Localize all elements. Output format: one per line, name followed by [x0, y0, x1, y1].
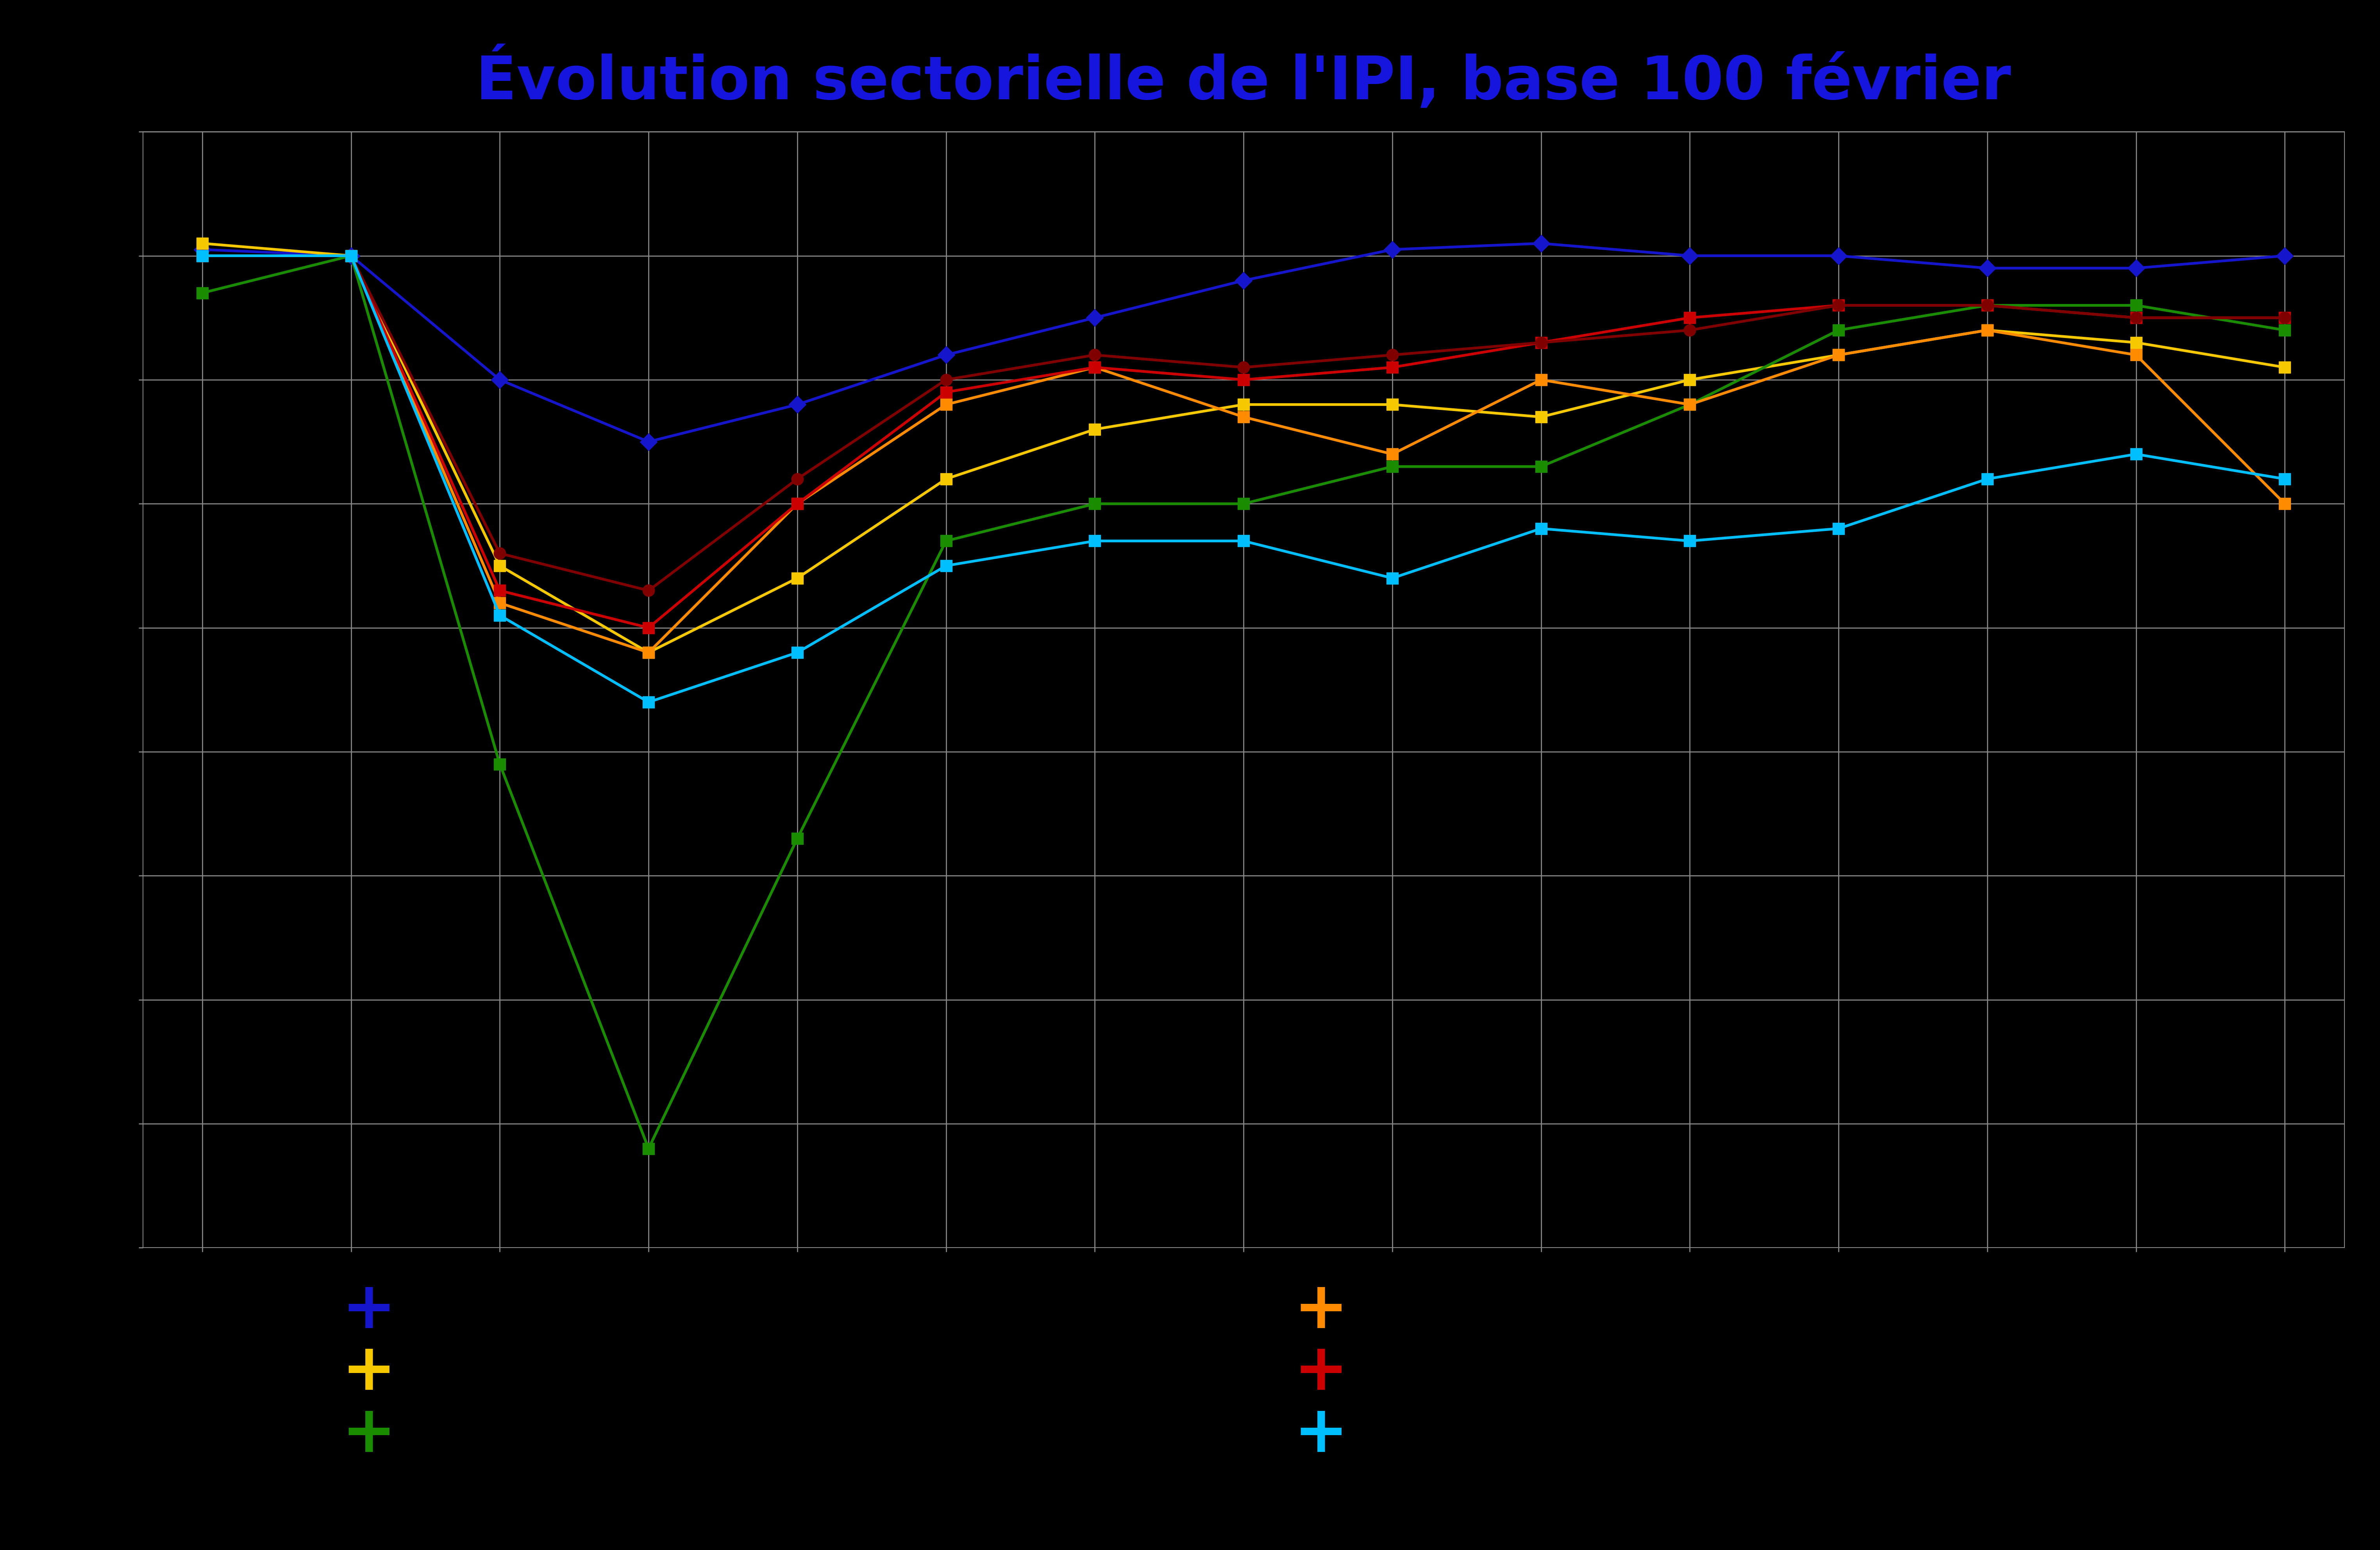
Title: Évolution sectorielle de l'IPI, base 100 février: Évolution sectorielle de l'IPI, base 100… [476, 48, 2011, 112]
Text: +: + [343, 1401, 395, 1466]
Text: +: + [1295, 1401, 1347, 1466]
Text: +: + [343, 1339, 395, 1404]
Text: +: + [343, 1277, 395, 1342]
Text: +: + [1295, 1339, 1347, 1404]
Text: +: + [1295, 1277, 1347, 1342]
